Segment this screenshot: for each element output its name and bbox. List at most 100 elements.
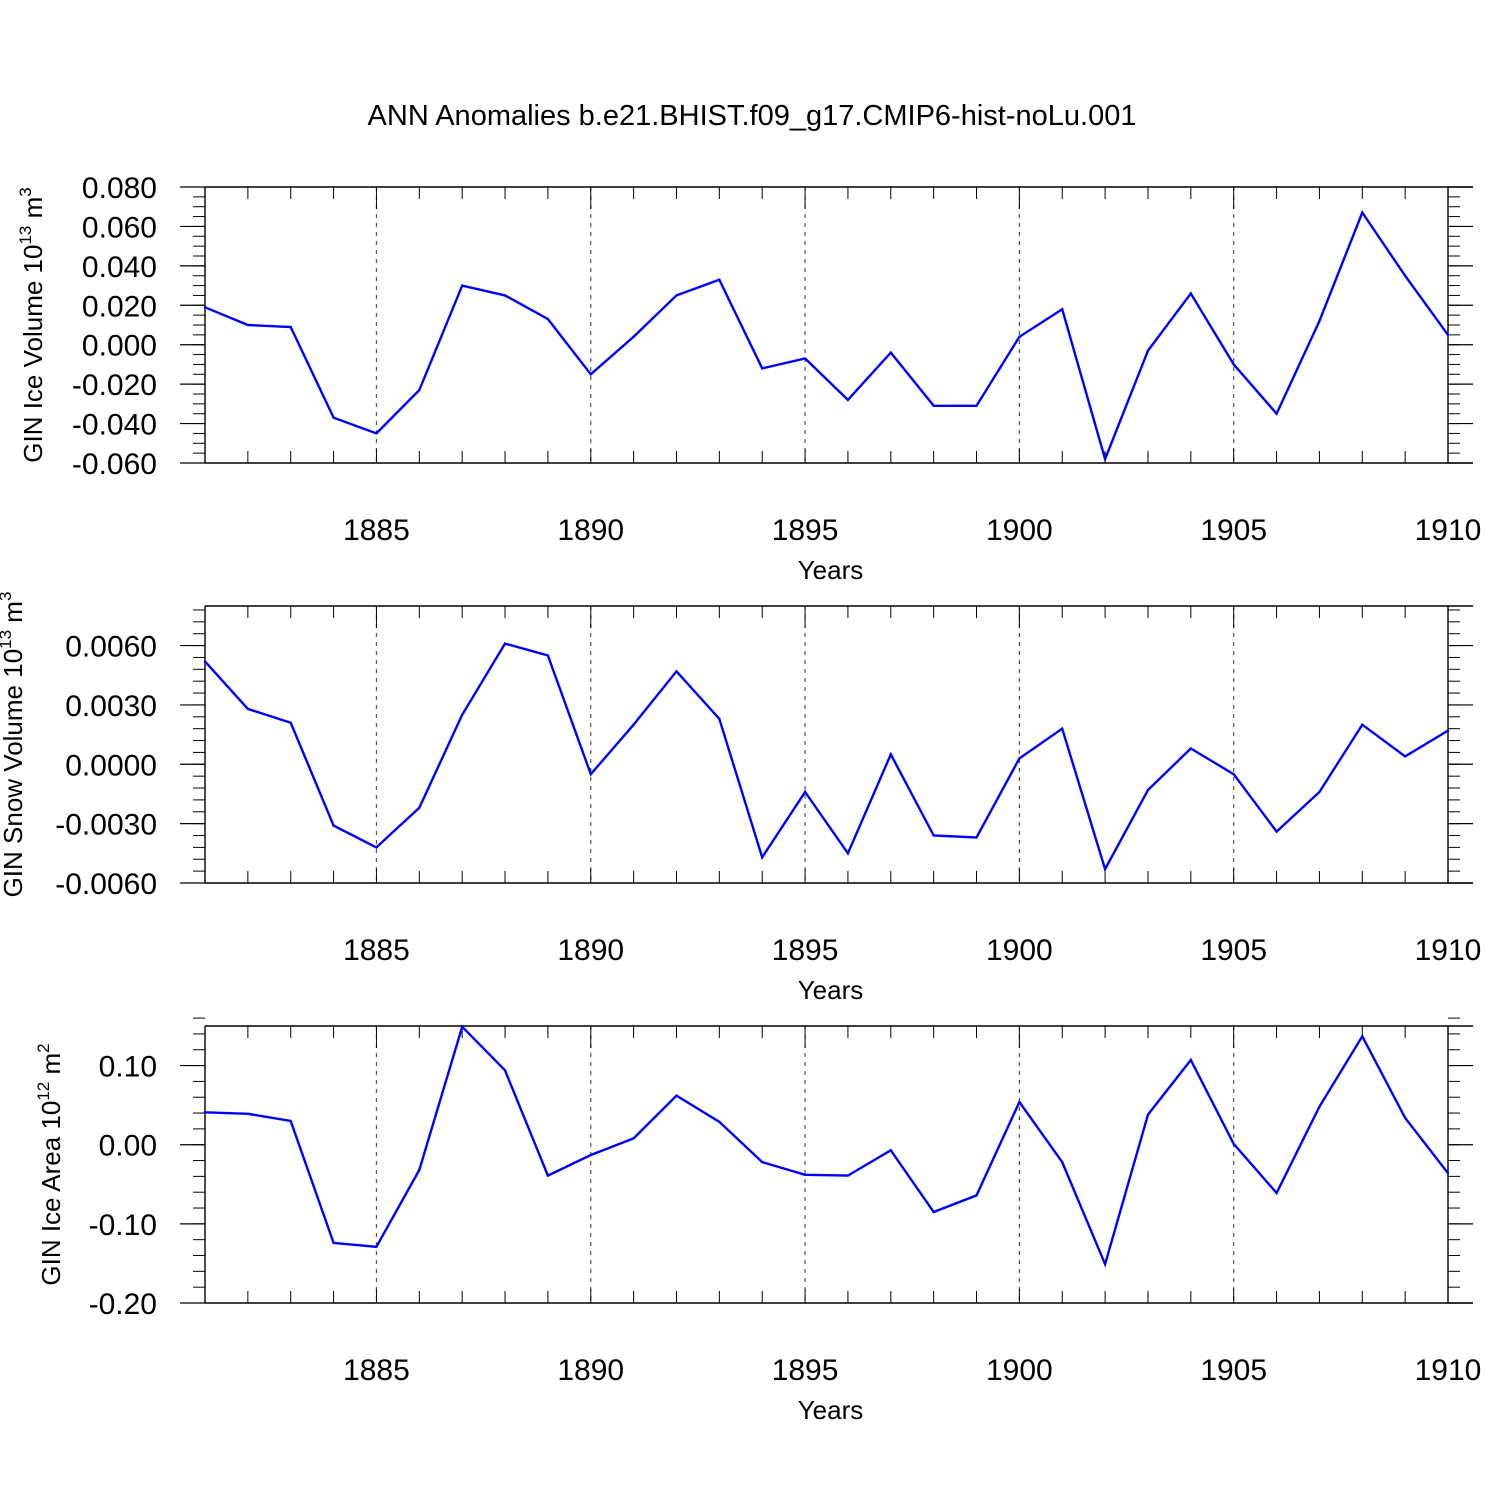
x-tick-label: 1900 bbox=[986, 514, 1053, 547]
series-line bbox=[204, 1024, 1449, 1268]
x-tick-label: 1890 bbox=[557, 514, 624, 547]
data-point bbox=[289, 325, 292, 329]
data-point bbox=[761, 856, 764, 859]
y-tick-label: -0.020 bbox=[72, 369, 157, 402]
x-axis-label: Years bbox=[798, 975, 864, 1005]
x-tick-label: 1905 bbox=[1200, 514, 1267, 547]
data-point bbox=[1446, 333, 1450, 337]
data-point bbox=[675, 670, 678, 673]
data-point bbox=[1146, 788, 1150, 792]
data-point bbox=[718, 278, 721, 281]
y-tick-label: 0.10 bbox=[99, 1051, 157, 1084]
x-tick-label: 1905 bbox=[1200, 934, 1267, 967]
y-tick-label: 0.00 bbox=[99, 1130, 157, 1163]
x-tick-label: 1885 bbox=[343, 514, 410, 547]
panel-3: 1885 1890 1895 1900 1905 1910 -0.20 -0.10 0.00 0.… bbox=[34, 1017, 1481, 1425]
data-point bbox=[1103, 457, 1107, 461]
data-point bbox=[589, 772, 592, 776]
data-point bbox=[1103, 867, 1107, 871]
data-point bbox=[803, 790, 807, 794]
data-point bbox=[803, 1173, 807, 1176]
y-axis-label-superscript: 3 bbox=[0, 592, 15, 601]
data-point bbox=[1318, 790, 1321, 794]
data-point bbox=[675, 1094, 678, 1097]
data-point bbox=[289, 1119, 292, 1123]
data-point bbox=[1146, 1113, 1150, 1116]
y-axis-label-part: m bbox=[0, 601, 28, 630]
data-point bbox=[1403, 1116, 1407, 1120]
data-point bbox=[1275, 830, 1278, 833]
data-point bbox=[1318, 1105, 1321, 1108]
data-point bbox=[418, 806, 421, 810]
data-point bbox=[1018, 335, 1021, 339]
data-point bbox=[375, 846, 378, 849]
data-point bbox=[932, 404, 935, 408]
y-tick-label: 0.0060 bbox=[65, 631, 157, 664]
data-point bbox=[246, 323, 250, 327]
y-axis-label: GIN Ice Volume 1013 m3 bbox=[16, 187, 48, 463]
data-point bbox=[246, 707, 250, 711]
data-point bbox=[889, 351, 892, 354]
y-axis-label-part: m bbox=[36, 1053, 66, 1082]
data-point bbox=[589, 1153, 592, 1157]
data-point bbox=[632, 1137, 635, 1140]
y-axis-label-superscript: 2 bbox=[34, 1043, 53, 1052]
data-point bbox=[632, 723, 635, 726]
data-point bbox=[846, 852, 850, 855]
data-point bbox=[1232, 772, 1235, 776]
panel-2: 1885 1890 1895 1900 1905 1910 -0.0060 -0.0030 0.… bbox=[0, 592, 1481, 1005]
data-point bbox=[1189, 747, 1193, 750]
x-axis-label: Years bbox=[798, 555, 864, 585]
data-point bbox=[975, 404, 978, 408]
y-tick-label: 0.0000 bbox=[65, 749, 157, 782]
data-point bbox=[246, 1112, 250, 1116]
y-axis-label-part: m bbox=[18, 197, 48, 226]
data-point bbox=[375, 432, 378, 435]
x-tick-label: 1900 bbox=[986, 1354, 1053, 1387]
y-axis-label: GIN Ice Area 1012 m2 bbox=[34, 1043, 66, 1285]
data-point bbox=[589, 373, 592, 376]
y-tick-label: 0.080 bbox=[82, 172, 157, 205]
data-point bbox=[889, 1149, 892, 1152]
data-point bbox=[1232, 363, 1235, 366]
chart-title: ANN Anomalies b.e21.BHIST.f09_g17.CMIP6-… bbox=[368, 100, 1137, 132]
y-tick-label: -0.040 bbox=[72, 409, 157, 442]
y-tick-label: 0.000 bbox=[82, 330, 157, 363]
data-point bbox=[1361, 723, 1364, 726]
y-tick-label: 0.040 bbox=[82, 251, 157, 284]
series-line bbox=[204, 642, 1449, 873]
y-axis-label-superscript: 13 bbox=[0, 630, 15, 649]
series-line bbox=[204, 210, 1449, 463]
data-point bbox=[1146, 349, 1150, 352]
y-tick-label: 0.020 bbox=[82, 290, 157, 323]
data-point bbox=[503, 642, 507, 645]
y-tick-label: -0.060 bbox=[72, 448, 157, 481]
data-point bbox=[203, 1111, 207, 1114]
data-point bbox=[203, 660, 207, 663]
data-point bbox=[203, 306, 207, 309]
data-point bbox=[975, 1194, 978, 1197]
data-point bbox=[503, 1069, 507, 1072]
y-tick-label: -0.10 bbox=[89, 1209, 157, 1242]
x-tick-label: 1890 bbox=[557, 934, 624, 967]
data-point bbox=[1061, 727, 1064, 730]
panels: 1885 1890 1895 1900 1905 1910 -0.060 -0.040 -0.0… bbox=[0, 172, 1481, 1425]
y-axis-label-part: GIN Ice Area 10 bbox=[36, 1101, 66, 1286]
data-point bbox=[546, 317, 550, 321]
data-point bbox=[1361, 1035, 1364, 1038]
data-point bbox=[761, 367, 764, 370]
x-tick-label: 1910 bbox=[1415, 934, 1482, 967]
data-point bbox=[1018, 757, 1021, 760]
data-point bbox=[932, 834, 935, 837]
data-point bbox=[975, 836, 978, 839]
data-point bbox=[632, 335, 635, 339]
data-point bbox=[503, 294, 507, 297]
data-point bbox=[803, 357, 807, 360]
data-point bbox=[932, 1210, 935, 1214]
data-point bbox=[1061, 308, 1064, 311]
data-point bbox=[1103, 1263, 1107, 1266]
data-point bbox=[332, 1241, 335, 1245]
data-point bbox=[1318, 319, 1321, 323]
data-point bbox=[1232, 1142, 1235, 1146]
